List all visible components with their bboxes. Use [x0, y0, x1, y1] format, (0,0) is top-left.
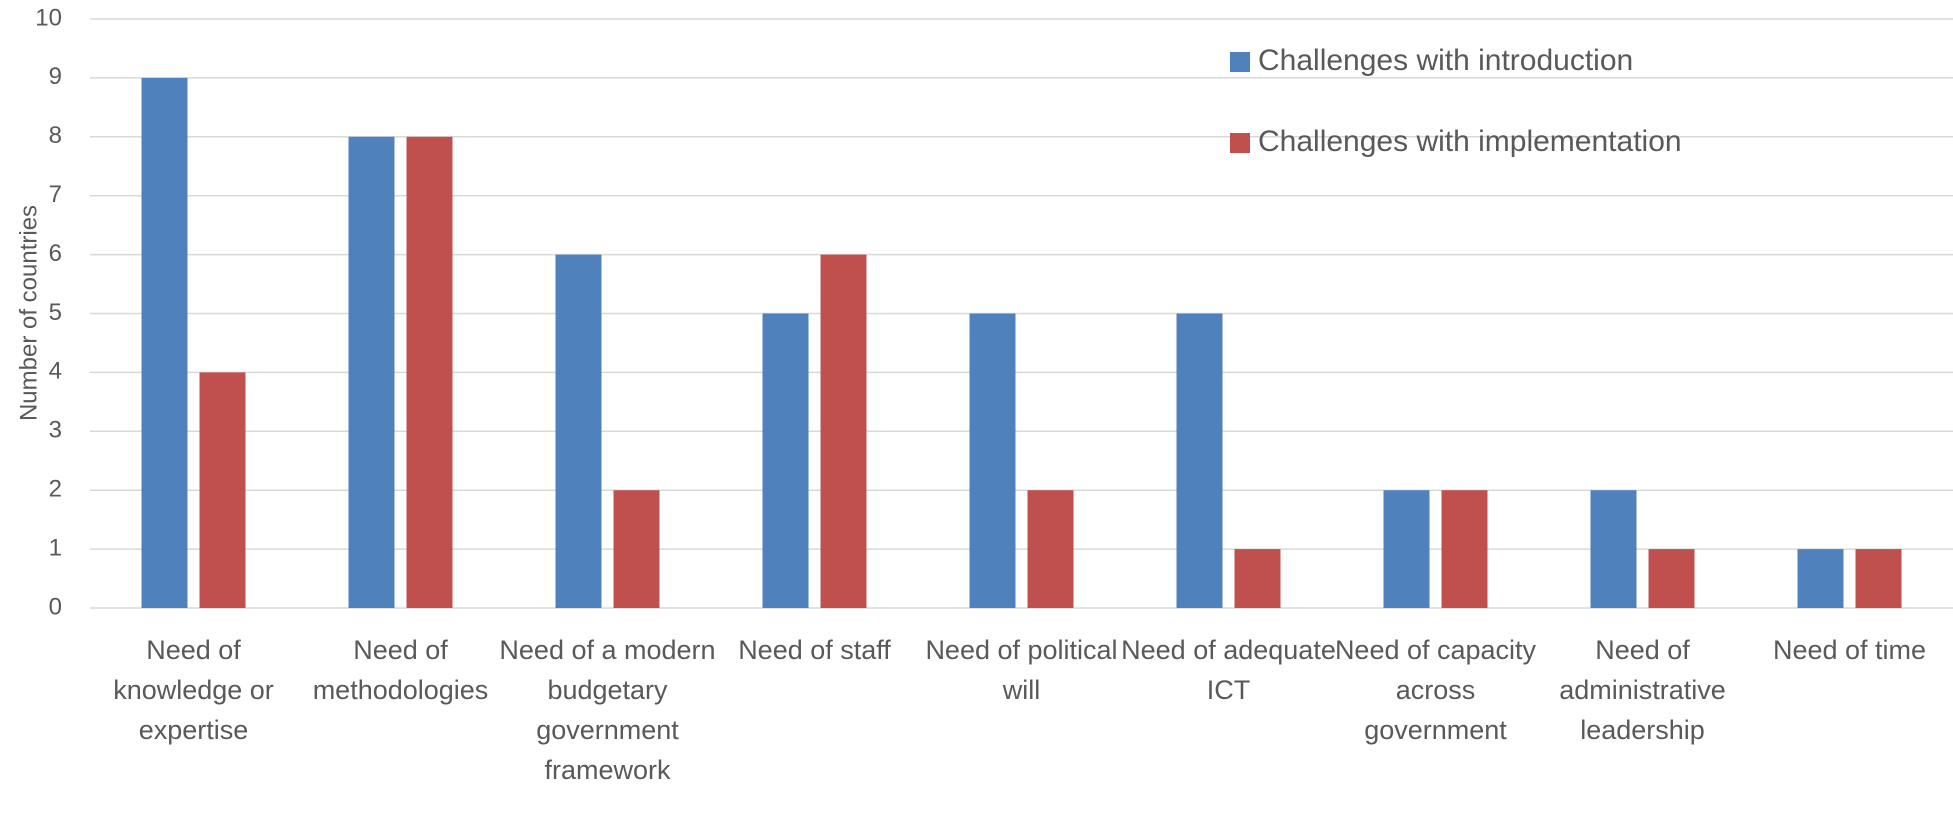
y-tick-label: 5	[49, 299, 62, 326]
legend-swatch	[1230, 52, 1250, 72]
x-tick-label: Need of methodologies	[312, 635, 489, 705]
bar	[820, 254, 867, 608]
y-tick-label: 1	[49, 534, 62, 561]
y-tick-label: 4	[49, 358, 62, 385]
bar	[141, 77, 188, 608]
bar	[1176, 313, 1223, 608]
x-tick-label: Need of knowledge or expertise	[113, 635, 274, 745]
bar	[1855, 549, 1902, 608]
bar	[1797, 549, 1844, 608]
bar	[1383, 490, 1430, 608]
bar	[199, 372, 246, 608]
y-tick-label: 2	[49, 476, 62, 503]
y-tick-label: 9	[49, 63, 62, 90]
y-tick-label: 10	[35, 4, 62, 31]
y-tick-label: 7	[49, 181, 62, 208]
bar	[1441, 490, 1488, 608]
legend-swatch	[1230, 133, 1250, 153]
bar	[406, 136, 453, 609]
y-tick-label: 6	[49, 240, 62, 267]
bar	[613, 490, 660, 608]
x-tick-label: Need of staff	[738, 635, 891, 665]
x-tick-label: Need of time	[1772, 635, 1927, 665]
y-tick-label: 3	[49, 417, 62, 444]
x-tick-label: Need of adequate ICT	[1121, 635, 1336, 705]
bar	[555, 254, 602, 608]
bar	[1234, 549, 1281, 608]
legend-label: Challenges with introduction	[1258, 44, 1633, 77]
x-tick-label: Need of a modern budgetary government fr…	[499, 635, 716, 785]
bar	[348, 136, 395, 609]
bar	[1027, 490, 1074, 608]
y-tick-label: 8	[49, 122, 62, 149]
y-axis-label: Number of countries	[15, 205, 42, 421]
bar	[762, 313, 809, 608]
x-tick-label: Need of capacity across government	[1334, 635, 1537, 745]
bar	[969, 313, 1016, 608]
x-tick-label: Need of political will	[925, 635, 1118, 705]
x-tick-label: Need of administrative leadership	[1559, 635, 1726, 745]
bar	[1590, 490, 1637, 608]
bar	[1648, 549, 1695, 608]
legend-label: Challenges with implementation	[1258, 125, 1682, 158]
y-tick-label: 0	[49, 593, 62, 620]
